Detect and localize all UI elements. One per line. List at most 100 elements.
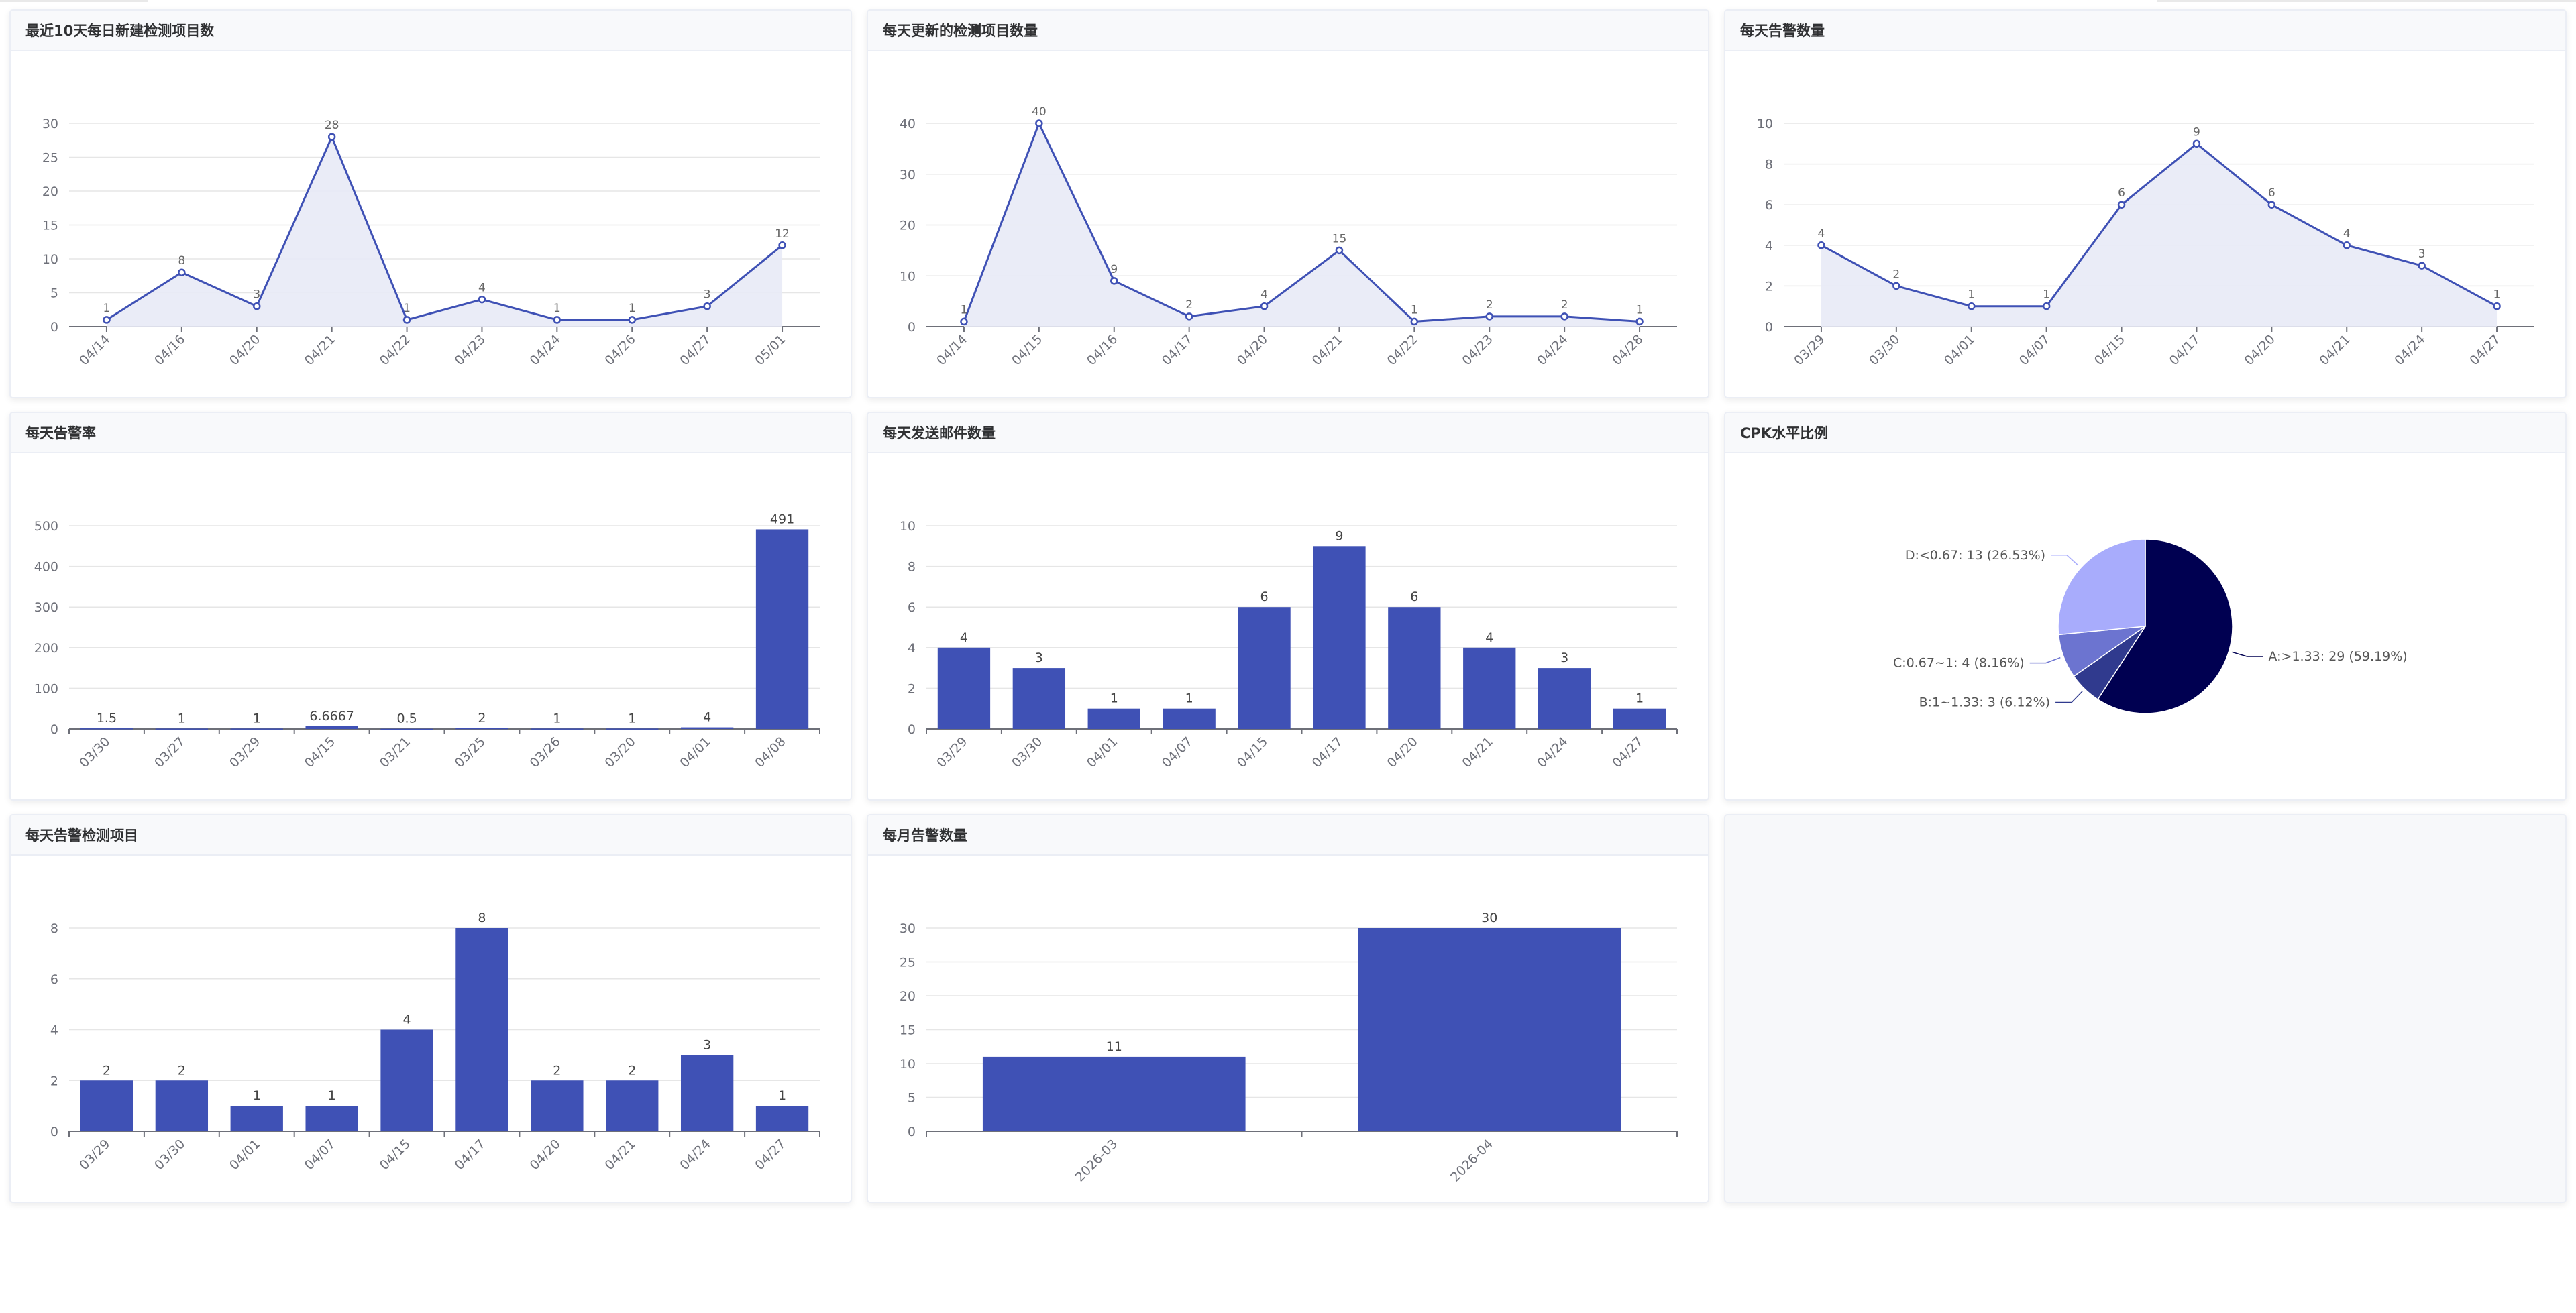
bar <box>380 1029 433 1131</box>
data-label: 15 <box>1332 232 1347 245</box>
panel-title: 每天发送邮件数量 <box>868 413 1708 453</box>
y-tick-label: 8 <box>50 921 58 936</box>
x-tick-label: 04/07 <box>302 1137 338 1173</box>
x-tick-label: 03/25 <box>452 734 488 770</box>
data-label: 4 <box>2343 227 2351 241</box>
bar <box>1358 928 1621 1131</box>
y-tick-label: 30 <box>900 921 916 936</box>
x-tick-label: 04/07 <box>1159 734 1195 770</box>
x-tick-label: 04/14 <box>934 332 970 368</box>
bar <box>606 1080 659 1131</box>
panel-title: 每天告警数量 <box>1725 11 2565 51</box>
y-tick-label: 0 <box>1765 320 1773 335</box>
y-tick-label: 500 <box>34 519 58 534</box>
y-tick-label: 200 <box>34 641 58 656</box>
data-label: 1 <box>628 711 636 726</box>
data-point <box>1335 246 1344 255</box>
bar <box>230 728 283 730</box>
data-label: 40 <box>1032 105 1046 119</box>
data-label: 1 <box>1968 288 1975 302</box>
x-tick-label: 03/29 <box>227 734 263 770</box>
data-label: 1 <box>2043 288 2050 302</box>
bar-chart: 0 2 4 6 8 03/29 03/30 04/01 04/07 04/15 04/17 04/20… <box>50 911 820 1173</box>
data-point <box>1485 312 1493 321</box>
x-tick-label: 04/17 <box>1309 734 1346 770</box>
panel-title: CPK水平比例 <box>1725 413 2565 453</box>
y-tick-label: 0 <box>50 722 58 737</box>
line-chart: 0 10 20 30 40 04/14 04/15 04/16 04/17 04/20 04/21 0… <box>900 105 1677 368</box>
series-line <box>963 121 1640 323</box>
bar-chart: 0 2 4 6 8 10 03/29 03/30 04/01 04/07 04/15 04/17 04/… <box>900 519 1678 770</box>
y-tick-label: 4 <box>50 1023 58 1038</box>
data-point <box>2343 241 2351 249</box>
data-label: 1 <box>253 711 261 726</box>
x-tick-label: 04/22 <box>377 332 413 368</box>
data-point <box>1110 277 1118 285</box>
x-tick-label: 04/28 <box>1609 332 1646 368</box>
bar <box>305 1106 358 1131</box>
area-fill <box>106 137 783 327</box>
x-tick-label: 04/21 <box>602 1137 639 1173</box>
pie-slice-label: C:0.67~1: 4 (8.16%) <box>1893 656 2025 671</box>
data-point <box>553 316 561 324</box>
bar <box>1613 708 1666 729</box>
bar <box>982 1056 1246 1131</box>
data-label: 1 <box>1110 691 1118 706</box>
data-point <box>1035 119 1043 127</box>
data-label: 2 <box>1561 298 1568 312</box>
y-tick-label: 20 <box>900 989 916 1004</box>
x-tick-label: 04/21 <box>302 332 338 368</box>
y-tick-label: 0 <box>50 1125 58 1139</box>
data-point <box>2192 139 2201 148</box>
data-label: 6 <box>1260 589 1269 604</box>
data-label: 2 <box>103 1063 111 1078</box>
x-tick-label: 04/17 <box>452 1137 488 1173</box>
x-tick-label: 04/20 <box>1385 734 1421 770</box>
x-tick-label: 03/20 <box>602 734 639 770</box>
panel-daily-alert-items: 每天告警检测项目 0 2 4 6 8 03/29 03/30 04/01 04/07 04/15 0… <box>9 814 852 1203</box>
y-tick-label: 10 <box>42 252 58 267</box>
data-label: 2 <box>628 1063 636 1078</box>
data-label: 0.5 <box>396 711 417 726</box>
data-label: 28 <box>325 119 339 132</box>
x-tick-label: 03/30 <box>76 734 113 770</box>
panel-title: 每天告警率 <box>11 413 851 453</box>
x-tick-label: 03/30 <box>1009 734 1045 770</box>
bar <box>680 727 734 729</box>
x-tick-label: 04/24 <box>527 332 564 368</box>
data-label: 6 <box>2268 186 2275 200</box>
data-point <box>1185 312 1193 321</box>
x-tick-label: 04/27 <box>2467 332 2503 368</box>
data-point <box>402 316 411 324</box>
x-tick-label: 04/01 <box>1084 734 1120 770</box>
data-point <box>2267 201 2276 209</box>
panel-title: 每天更新的检测项目数量 <box>868 11 1708 51</box>
pie-leader-line <box>2029 656 2061 664</box>
y-tick-label: 5 <box>50 286 58 301</box>
x-tick-label: 04/15 <box>2092 332 2128 368</box>
pie-slice <box>2057 538 2146 636</box>
data-point <box>253 302 261 310</box>
data-point <box>1560 312 1568 321</box>
y-tick-label: 5 <box>908 1091 916 1106</box>
x-tick-label: 04/24 <box>677 1137 713 1173</box>
y-tick-label: 4 <box>1765 239 1773 253</box>
data-label: 2 <box>1892 268 1900 281</box>
pie-chart: A:>1.33: 29 (59.19%) B:1~1.33: 3 (6.12%) C… <box>1893 538 2408 714</box>
bar <box>937 647 991 729</box>
data-label: 4 <box>960 630 968 645</box>
pie-leader-line <box>2232 651 2263 657</box>
data-label: 1 <box>403 302 411 315</box>
bar <box>531 1080 584 1131</box>
x-tick-label: 04/24 <box>1534 332 1570 368</box>
y-tick-label: 4 <box>908 641 916 656</box>
data-label: 6 <box>2118 186 2125 200</box>
x-tick-label: 04/07 <box>2017 332 2053 368</box>
x-tick-label: 04/01 <box>1941 332 1978 368</box>
y-tick-label: 10 <box>900 269 916 284</box>
y-tick-label: 100 <box>34 681 58 696</box>
y-tick-label: 25 <box>900 956 916 970</box>
y-tick-label: 0 <box>50 320 58 335</box>
data-point <box>778 241 786 249</box>
y-tick-label: 10 <box>1757 117 1773 131</box>
